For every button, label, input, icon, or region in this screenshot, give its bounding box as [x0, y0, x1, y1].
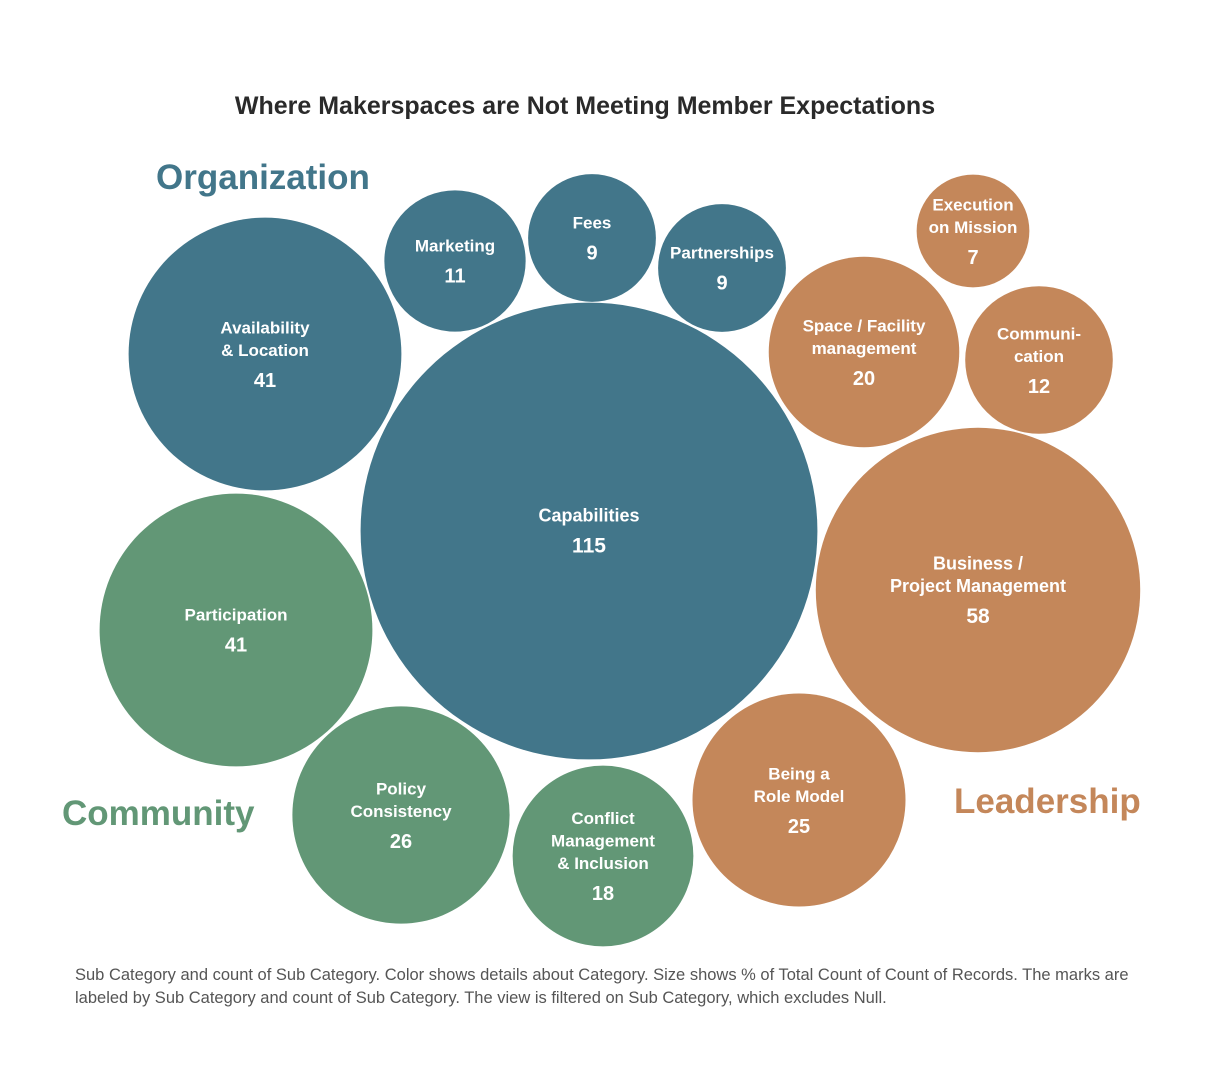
bubble-label-fees-line-1: Fees	[573, 214, 612, 233]
bubble-value-space-facility-management: 20	[853, 368, 875, 390]
bubble-partnerships: Partnerships 9	[658, 204, 786, 332]
bubble-circle-business-project-management	[815, 427, 1141, 753]
bubble-label-conflict-management-inclusion-line-3: & Inclusion	[557, 854, 649, 873]
bubble-value-fees: 9	[586, 243, 597, 265]
bubble-value-capabilities: 115	[572, 535, 606, 558]
bubble-fees: Fees 9	[528, 174, 656, 302]
bubble-label-availability-location-line-2: & Location	[221, 341, 309, 360]
bubble-availability-location: Availability & Location 41	[128, 217, 402, 491]
bubble-label-conflict-management-inclusion-line-1: Conflict	[571, 809, 635, 828]
bubble-circle-being-a-role-model	[692, 693, 906, 907]
bubble-circle-communi-cation	[965, 286, 1113, 434]
bubble-value-communi-cation: 12	[1028, 376, 1050, 398]
bubble-value-partnerships: 9	[716, 273, 727, 295]
category-label-organization: Organization	[156, 158, 370, 197]
bubble-label-space-facility-management-line-1: Space / Facility	[803, 316, 926, 335]
bubble-circle-marketing	[384, 190, 526, 332]
bubble-label-being-a-role-model-line-1: Being a	[768, 764, 830, 783]
bubble-circle-availability-location	[128, 217, 402, 491]
bubble-marketing: Marketing 11	[384, 190, 526, 332]
bubble-execution-on-mission: Execution on Mission 7	[916, 174, 1030, 288]
bubble-value-availability-location: 41	[254, 370, 276, 392]
bubble-label-policy-consistency-line-1: Policy	[376, 779, 427, 798]
chart-title: Where Makerspaces are Not Meeting Member…	[234, 92, 936, 120]
bubble-space-facility-management: Space / Facility management 20	[768, 256, 960, 448]
bubble-label-marketing-line-1: Marketing	[415, 237, 495, 256]
bubble-label-being-a-role-model-line-2: Role Model	[754, 787, 845, 806]
bubble-label-business-project-management-line-1: Business /	[933, 553, 1023, 573]
bubble-label-space-facility-management-line-2: management	[812, 339, 917, 358]
bubble-label-communi-cation-line-2: cation	[1014, 347, 1064, 366]
chart-caption: Sub Category and count of Sub Category. …	[75, 966, 1129, 1007]
bubble-label-communi-cation-line-1: Communi-	[997, 324, 1081, 343]
bubble-business-project-management: Business / Project Management 58	[815, 427, 1141, 753]
bubble-communi-cation: Communi-cation 12	[965, 286, 1113, 434]
bubble-value-conflict-management-inclusion: 18	[592, 883, 614, 905]
bubble-value-being-a-role-model: 25	[788, 816, 810, 838]
bubble-circle-participation	[99, 493, 373, 767]
bubble-label-conflict-management-inclusion-line-2: Management	[551, 832, 655, 851]
bubble-value-business-project-management: 58	[966, 605, 990, 628]
bubble-label-execution-on-mission-line-2: on Mission	[929, 218, 1018, 237]
bubble-label-capabilities-line-1: Capabilities	[538, 506, 639, 526]
bubble-value-marketing: 11	[444, 266, 465, 288]
bubble-circle-partnerships	[658, 204, 786, 332]
bubble-circle-space-facility-management	[768, 256, 960, 448]
bubble-participation: Participation 41	[99, 493, 373, 767]
bubble-label-partnerships-line-1: Partnerships	[670, 244, 774, 263]
bubble-label-availability-location-line-1: Availability	[220, 318, 310, 337]
bubble-label-policy-consistency-line-2: Consistency	[350, 802, 452, 821]
bubble-capabilities: Capabilities 115	[360, 302, 818, 760]
bubble-circle-execution-on-mission	[916, 174, 1030, 288]
bubble-label-execution-on-mission-line-1: Execution	[932, 195, 1013, 214]
bubble-circle-policy-consistency	[292, 706, 510, 924]
category-label-community: Community	[62, 794, 255, 833]
bubble-being-a-role-model: Being a Role Model 25	[692, 693, 906, 907]
bubble-value-execution-on-mission: 7	[967, 247, 978, 269]
bubble-label-business-project-management-line-2: Project Management	[890, 576, 1066, 596]
bubble-value-participation: 41	[225, 635, 247, 657]
bubble-circle-fees	[528, 174, 656, 302]
bubble-label-participation-line-1: Participation	[185, 606, 288, 625]
category-label-leadership: Leadership	[954, 782, 1141, 821]
bubble-circle-conflict-management-inclusion	[512, 765, 694, 947]
bubble-circle-capabilities	[360, 302, 818, 760]
bubble-policy-consistency: Policy Consistency 26	[292, 706, 510, 924]
bubble-conflict-management-inclusion: Conflict Management & Inclusion 18	[512, 765, 694, 947]
bubble-value-policy-consistency: 26	[390, 831, 412, 853]
